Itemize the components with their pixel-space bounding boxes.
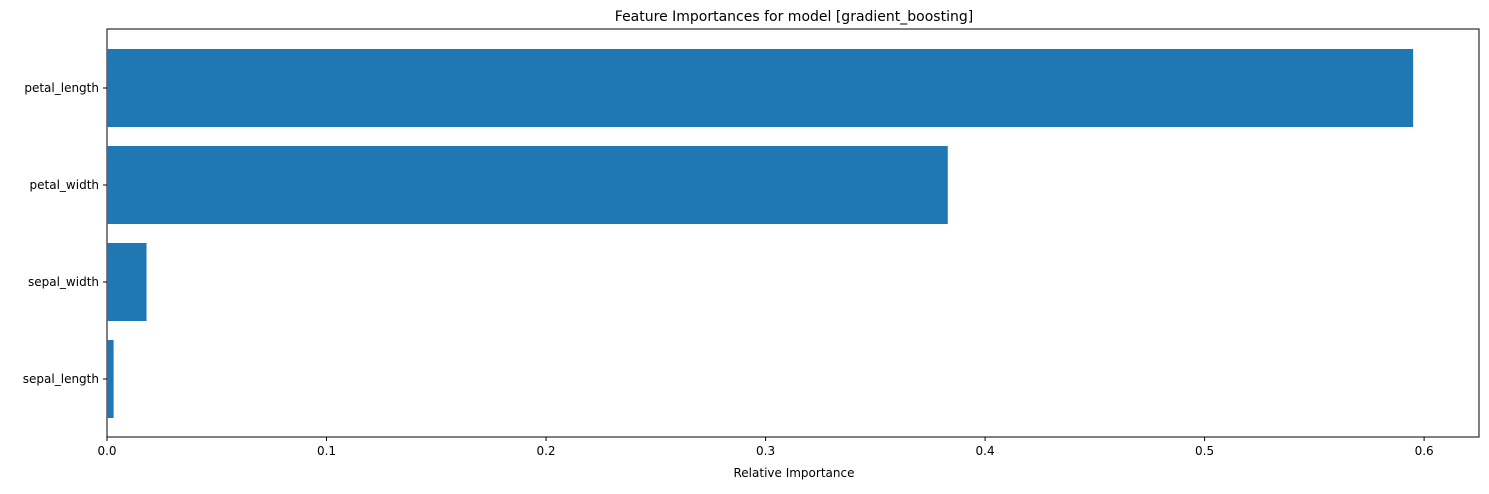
x-axis: 0.0 0.1 0.2 0.3 0.4 0.5 0.6 <box>97 437 1434 458</box>
bar-petal_length <box>107 49 1414 127</box>
x-tick-label: 0.4 <box>976 444 995 458</box>
x-tick-label: 0.2 <box>536 444 555 458</box>
chart-title: Feature Importances for model [gradient_… <box>615 9 973 25</box>
x-axis-label: Relative Importance <box>734 466 855 480</box>
y-tick-label-sepal_width: sepal_width <box>28 275 99 289</box>
x-tick-label: 0.0 <box>97 444 116 458</box>
bar-petal_width <box>107 146 948 224</box>
y-tick-label-petal_width: petal_width <box>30 178 99 192</box>
y-axis: sepal_length sepal_width petal_width petal_… <box>23 81 107 386</box>
x-tick-label: 0.3 <box>756 444 775 458</box>
bars-group <box>107 49 1414 418</box>
bar-sepal_length <box>107 340 114 418</box>
bar-sepal_width <box>107 243 147 321</box>
y-tick-label-petal_length: petal_length <box>24 81 99 95</box>
x-tick-label: 0.6 <box>1415 444 1434 458</box>
x-tick-label: 0.1 <box>317 444 336 458</box>
y-tick-label-sepal_length: sepal_length <box>23 372 99 386</box>
x-tick-label: 0.5 <box>1195 444 1214 458</box>
plot-area-frame <box>106 28 1480 438</box>
